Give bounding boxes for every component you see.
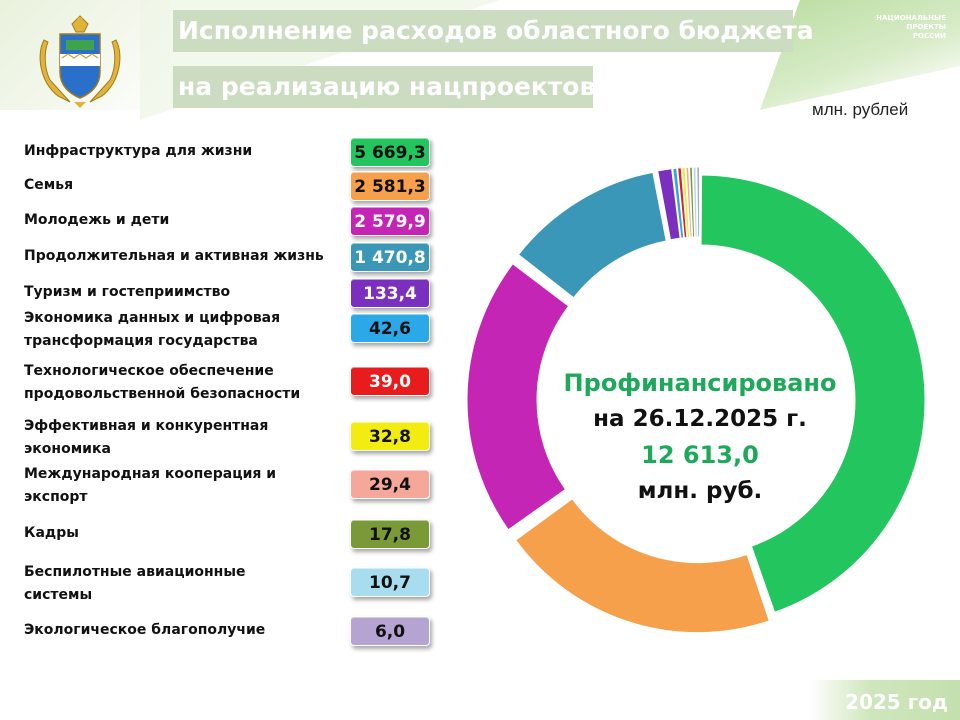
legend-row-label-line: Беспилотные авиационные <box>24 564 246 580</box>
legend-row-label: Инфраструктура для жизни <box>24 140 252 163</box>
financed-unit: млн. руб. <box>637 478 763 504</box>
legend-row-value: 5 669,3 <box>350 137 430 167</box>
donut-slice <box>685 166 693 238</box>
legend-row-label-line: Инфраструктура для жизни <box>24 143 253 159</box>
legend-row-label: Молодежь и дети <box>24 209 169 232</box>
financed-date: на 26.12.2025 г. <box>593 406 807 432</box>
legend-row-label: Туризм и гостеприимство <box>24 281 230 304</box>
legend-row-label-line: Технологическое обеспечение <box>24 363 274 379</box>
legend-row-label-line: Туризм и гостеприимство <box>24 284 231 300</box>
legend-row-label-line: экономика <box>24 441 111 457</box>
legend-row-value: 133,4 <box>350 278 430 308</box>
donut-center-summary: Профинансировано на 26.12.2025 г. 12 613… <box>540 365 860 509</box>
legend-row-label-line: Кадры <box>24 525 79 541</box>
legend-row-label-line: системы <box>24 587 93 603</box>
donut-slice <box>689 166 696 238</box>
legend-row-label-line: Молодежь и дети <box>24 212 170 228</box>
legend-row-value: 6,0 <box>350 616 430 646</box>
legend-row-label-line: Экологическое благополучие <box>24 622 266 638</box>
legend-row-label-line: Семья <box>24 177 74 193</box>
legend-row-value: 2 581,3 <box>350 171 430 201</box>
financed-total: 12 613,0 <box>641 441 759 469</box>
legend-row-label-line: Экономика данных и цифровая <box>24 310 281 326</box>
legend-row-label-line: продовольственной безопасности <box>24 386 301 402</box>
legend-row-label: Международная кооперация и экспорт <box>24 463 276 509</box>
unit-label: млн. рублей <box>812 100 909 119</box>
legend-row-label-line: экспорт <box>24 489 88 505</box>
legend-row-label-line: Эффективная и конкурентная <box>24 418 269 434</box>
legend-row-label: Кадры <box>24 522 79 545</box>
page-title-line-1: Исполнение расходов областного бюджета <box>173 10 814 52</box>
donut-slice <box>696 166 701 238</box>
legend-row-value: 42,6 <box>350 313 430 343</box>
legend-row-value: 1 470,8 <box>350 242 430 272</box>
donut-slice <box>466 263 570 531</box>
legend-row-label: Технологическое обеспечение продовольстве… <box>24 360 300 406</box>
legend-row-value: 17,8 <box>350 519 430 549</box>
legend-row-label: Экономика данных и цифровая трансформация… <box>24 307 280 353</box>
legend-row-label: Беспилотные авиационные системы <box>24 561 246 607</box>
year-label: 2025 год <box>845 690 948 714</box>
donut-slice <box>514 498 770 634</box>
budget-donut-chart <box>466 166 926 634</box>
page-title-line-2: на реализацию нацпроектов <box>173 66 595 108</box>
legend-row-value: 39,0 <box>350 366 430 396</box>
legend-row-value: 32,8 <box>350 421 430 451</box>
legend-row-label: Экологическое благополучие <box>24 619 265 642</box>
legend-row-label-line: Международная кооперация и <box>24 466 277 482</box>
legend-row-label-line: Продолжительная и активная жизнь <box>24 248 324 264</box>
donut-slice <box>677 167 688 239</box>
donut-slice <box>657 168 681 241</box>
financed-label: Профинансировано <box>563 369 837 397</box>
legend-row-label: Эффективная и конкурентная экономика <box>24 415 268 461</box>
logo-line-2: ПРОЕКТЫ <box>906 23 946 31</box>
logo-line-3: РОССИИ <box>912 32 946 40</box>
logo-line-1: НАЦИОНАЛЬНЫЕ <box>876 14 946 22</box>
background-decoration-bottom <box>810 680 960 720</box>
legend-row-label: Продолжительная и активная жизнь <box>24 245 324 268</box>
donut-slice <box>517 171 667 299</box>
national-projects-logo: НАЦИОНАЛЬНЫЕ ПРОЕКТЫ РОССИИ <box>854 14 946 41</box>
donut-slice <box>672 167 685 239</box>
region-coat-of-arms-icon <box>39 15 121 108</box>
donut-slice <box>681 166 691 239</box>
legend-row-value: 2 579,9 <box>350 206 430 236</box>
donut-slice <box>700 174 926 613</box>
legend-row-value: 29,4 <box>350 469 430 499</box>
legend-row-label: Семья <box>24 174 73 197</box>
legend-row-value: 10,7 <box>350 567 430 597</box>
legend-row-label-line: трансформация государства <box>24 333 258 349</box>
donut-slice <box>692 166 698 238</box>
